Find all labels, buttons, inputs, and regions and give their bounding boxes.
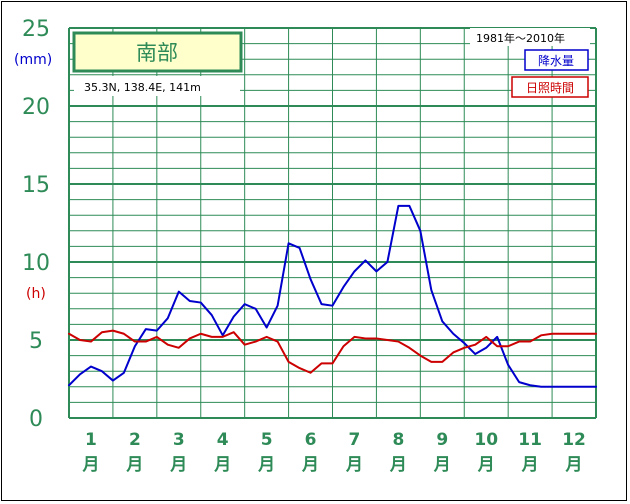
month-number-label: 3 — [173, 430, 185, 450]
y-axis-ticks: 0 5 10 15 20 25 — [22, 17, 50, 432]
y-tick-label: 0 — [29, 407, 43, 432]
y-tick-label: 5 — [29, 329, 43, 354]
month-number-label: 1 — [85, 430, 97, 450]
station-coords: 35.3N, 138.4E, 141m — [84, 81, 201, 94]
month-suffix-label: 月 — [257, 455, 275, 475]
precip-series-line — [68, 204, 597, 388]
month-suffix-label: 月 — [433, 455, 451, 475]
y-tick-label: 15 — [22, 173, 50, 198]
month-number-label: 11 — [518, 430, 542, 450]
y-tick-label: 20 — [22, 95, 50, 120]
legend-sunshine: 日照時間 — [526, 81, 574, 95]
sunshine-unit-label: (h) — [26, 286, 46, 302]
station-title-box — [72, 31, 243, 73]
month-suffix-label: 月 — [213, 455, 231, 475]
month-number-label: 10 — [474, 430, 498, 450]
month-suffix-label: 月 — [477, 455, 495, 475]
coords-box — [74, 76, 240, 96]
y-tick-label: 10 — [22, 251, 50, 276]
y-tick-label: 25 — [22, 17, 50, 42]
month-suffix-label: 月 — [521, 455, 539, 475]
legend-precip: 降水量 — [538, 54, 574, 68]
month-number-label: 4 — [217, 430, 229, 450]
month-number-label: 12 — [562, 430, 586, 450]
month-number-label: 8 — [392, 430, 404, 450]
period-label: 1981年～2010年 — [476, 31, 565, 45]
month-number-label: 6 — [305, 430, 317, 450]
legend-precip-box — [524, 49, 589, 71]
month-labels: 1 月 2 月 3 月 4 月 5 月 6 月 7 月 8 月 9 月 10 月 11 月 12 月 — [81, 430, 585, 475]
month-suffix-label: 月 — [301, 455, 319, 475]
month-suffix-label: 月 — [125, 455, 143, 475]
sunshine-series-line — [68, 329, 597, 374]
month-number-label: 5 — [261, 430, 273, 450]
month-suffix-label: 月 — [81, 455, 99, 475]
month-number-label: 7 — [349, 430, 361, 450]
precip-unit-label: (mm) — [14, 52, 52, 68]
period-box — [470, 28, 590, 46]
series — [68, 204, 597, 388]
month-number-label: 2 — [129, 430, 141, 450]
station-name: 南部 — [136, 41, 178, 65]
month-suffix-label: 月 — [389, 455, 407, 475]
month-number-label: 9 — [436, 430, 448, 450]
legend-sunshine-box — [511, 76, 589, 98]
month-suffix-label: 月 — [565, 455, 583, 475]
month-suffix-label: 月 — [345, 455, 363, 475]
month-suffix-label: 月 — [169, 455, 187, 475]
